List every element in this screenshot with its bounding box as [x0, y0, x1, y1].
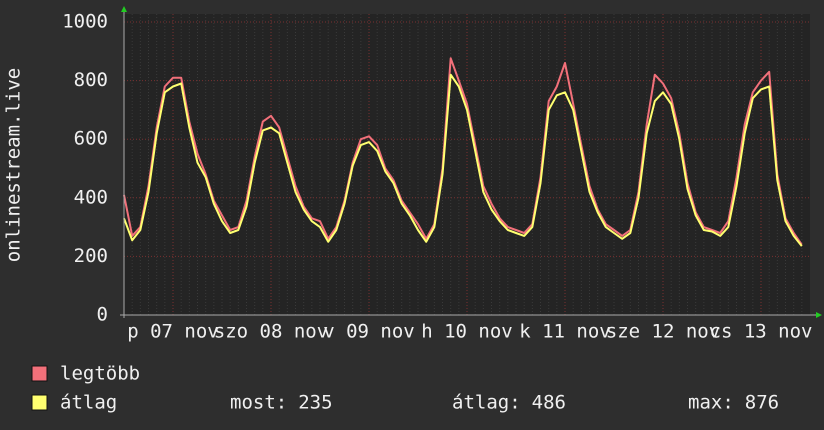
y-tick-label: 200	[74, 245, 108, 267]
stat-value: 235	[298, 392, 332, 414]
x-tick-label: szo 08 nov	[214, 321, 328, 343]
stat-value: 876	[745, 392, 779, 414]
x-tick-label: k 11 nov	[519, 321, 611, 343]
legend-swatch	[31, 365, 48, 382]
stat-value: 486	[532, 392, 566, 414]
stat-label: most:	[230, 392, 287, 414]
x-tick-label: h 10 nov	[421, 321, 513, 343]
series-line	[123, 73, 803, 247]
axis-arrow	[816, 312, 822, 318]
legend-swatch	[31, 394, 48, 411]
x-tick-label: cs 13 nov	[710, 321, 813, 343]
x-tick-label: v 09 nov	[323, 321, 415, 343]
stat-label: max:	[688, 392, 734, 414]
y-tick-label: 0	[97, 304, 108, 326]
x-tick-label: sze 12 nov	[606, 321, 720, 343]
y-axis-label: onlinestream.live	[3, 68, 25, 262]
series-line	[123, 57, 803, 246]
legend-label: átlag	[60, 392, 117, 414]
axis-arrow	[121, 6, 127, 12]
x-tick-label: p 07 nov	[127, 321, 219, 343]
legend-label: legtöbb	[60, 363, 140, 385]
stat-label: átlag:	[452, 392, 521, 414]
y-tick-label: 400	[74, 186, 108, 208]
y-tick-label: 600	[74, 128, 108, 150]
y-tick-label: 800	[74, 69, 108, 91]
y-tick-label: 1000	[62, 11, 108, 33]
